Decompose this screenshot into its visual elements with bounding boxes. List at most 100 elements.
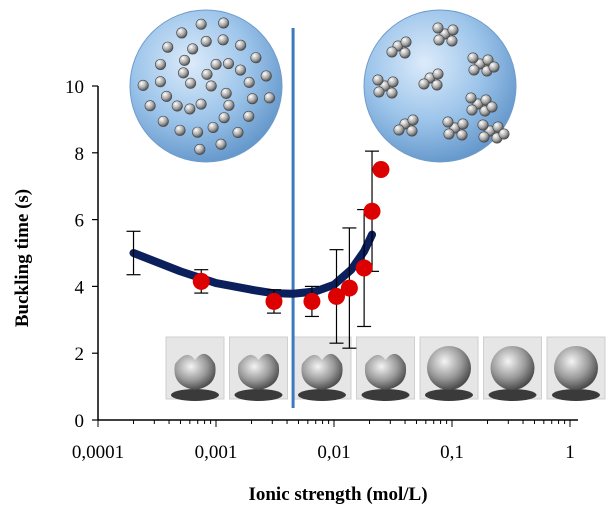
particle — [194, 143, 206, 155]
x-tick-label: 0,0001 — [72, 442, 124, 463]
particle — [486, 101, 498, 113]
data-point — [372, 161, 390, 178]
particle — [137, 79, 149, 91]
inset-illustrations — [129, 9, 606, 401]
particle — [466, 104, 478, 116]
x-tick-label: 1 — [565, 442, 575, 463]
axes — [97, 86, 578, 421]
particle — [263, 92, 275, 104]
particle — [250, 52, 262, 64]
particle — [195, 98, 207, 110]
droplet-photo — [356, 336, 415, 401]
particle — [260, 70, 272, 82]
photo-shadow — [361, 389, 410, 401]
photo-shadow — [488, 389, 537, 401]
particle — [406, 125, 418, 137]
droplet-photo — [292, 336, 352, 401]
particle — [218, 17, 230, 29]
x-axis-title: Ionic strength (mol/L) — [248, 484, 427, 505]
particle — [407, 114, 419, 126]
particle — [217, 34, 229, 46]
particle — [171, 100, 183, 112]
y-tick-label: 4 — [75, 277, 85, 298]
aggregated-particles-sphere — [363, 9, 517, 163]
particle — [393, 124, 405, 136]
y-tick-label: 0 — [75, 411, 85, 432]
droplet-photo — [229, 336, 288, 401]
particle — [195, 18, 207, 30]
data-point — [265, 292, 283, 310]
y-tick-label: 2 — [75, 344, 85, 365]
particle — [246, 93, 258, 105]
data-point — [355, 259, 373, 277]
particle — [467, 52, 479, 64]
particle — [235, 39, 247, 51]
particle — [465, 92, 477, 104]
photo-shadow — [552, 389, 600, 401]
spherical-droplet — [490, 346, 535, 390]
particle — [386, 87, 398, 99]
particle — [488, 61, 500, 73]
spherical-droplet — [554, 346, 598, 390]
particle — [443, 128, 455, 140]
particle — [223, 99, 235, 111]
particle — [243, 110, 255, 122]
buckled-droplet — [301, 353, 343, 390]
particle — [447, 24, 459, 36]
particle — [431, 79, 443, 91]
particle — [185, 77, 197, 89]
particle — [243, 76, 255, 88]
particle — [432, 22, 444, 34]
spherical-droplet — [427, 346, 471, 390]
error-bar — [126, 230, 141, 276]
particle — [207, 121, 219, 133]
particle — [482, 54, 494, 66]
particle — [373, 86, 385, 98]
data-point — [363, 202, 381, 220]
y-tick-labels: 0 2 4 6 8 10 — [65, 77, 85, 432]
particle — [184, 103, 196, 115]
particle — [210, 58, 222, 70]
photo-shadow — [425, 389, 473, 401]
particle — [174, 124, 186, 136]
axis-ticks — [92, 85, 571, 427]
particle — [177, 67, 189, 79]
particle — [144, 100, 156, 112]
particle — [192, 126, 204, 138]
particle — [456, 129, 468, 141]
y-tick-label: 10 — [65, 77, 84, 98]
data-points — [192, 161, 390, 310]
particle — [162, 41, 174, 53]
particle — [154, 76, 166, 88]
error-bars — [126, 150, 380, 349]
data-point — [328, 287, 346, 305]
droplet-photo — [483, 336, 542, 401]
photo-shadow — [171, 389, 219, 401]
particle — [446, 35, 458, 47]
particle — [220, 87, 232, 99]
particle — [492, 121, 504, 133]
particle — [477, 119, 489, 131]
y-tick-label: 6 — [75, 211, 85, 232]
dispersed-particles-sphere — [129, 9, 283, 163]
data-point — [303, 292, 321, 310]
particle — [433, 34, 445, 46]
particle — [442, 116, 454, 128]
particle — [157, 115, 169, 127]
particle — [457, 118, 469, 130]
particle — [222, 58, 234, 70]
x-tick-label: 0,01 — [317, 442, 350, 463]
particle — [400, 36, 412, 48]
particle — [232, 126, 244, 138]
droplet-photo — [419, 336, 479, 401]
particle — [418, 78, 430, 90]
x-tick-label: 0,1 — [440, 442, 464, 463]
particle — [161, 90, 173, 102]
particle — [234, 64, 246, 76]
particle — [187, 43, 199, 55]
x-tick-label: 0,001 — [195, 442, 238, 463]
particle — [205, 80, 217, 92]
particle — [155, 58, 167, 70]
particle — [432, 68, 444, 80]
